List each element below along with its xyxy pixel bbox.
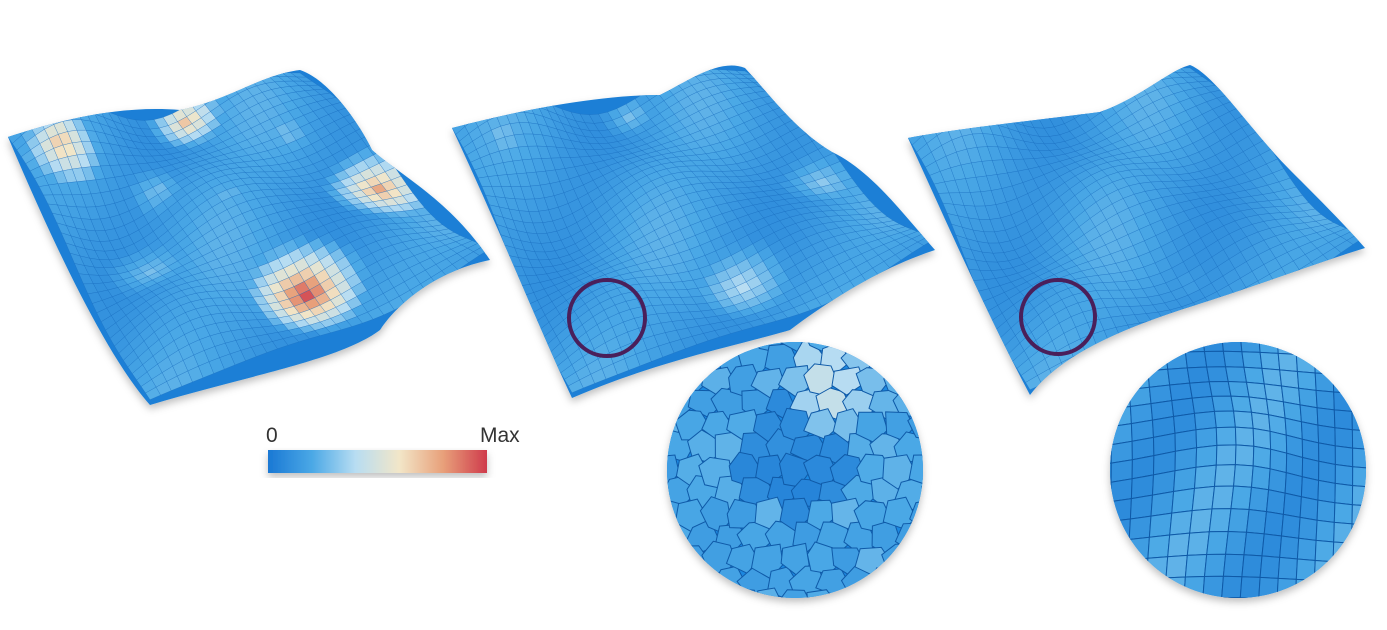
zoom-inset-right-mesh [1110, 342, 1366, 598]
surface-middle-shading [452, 69, 935, 394]
colorbar-bar [268, 450, 487, 473]
surface-right-shading [908, 67, 1365, 391]
highlight-circle-middle [567, 278, 647, 358]
surface-left-shading [8, 71, 490, 401]
highlight-circle-right [1019, 278, 1097, 356]
colorbar-min-label: 0 [266, 424, 278, 447]
colorbar: 0 Max [266, 424, 520, 473]
colorbar-max-label: Max [480, 424, 520, 447]
